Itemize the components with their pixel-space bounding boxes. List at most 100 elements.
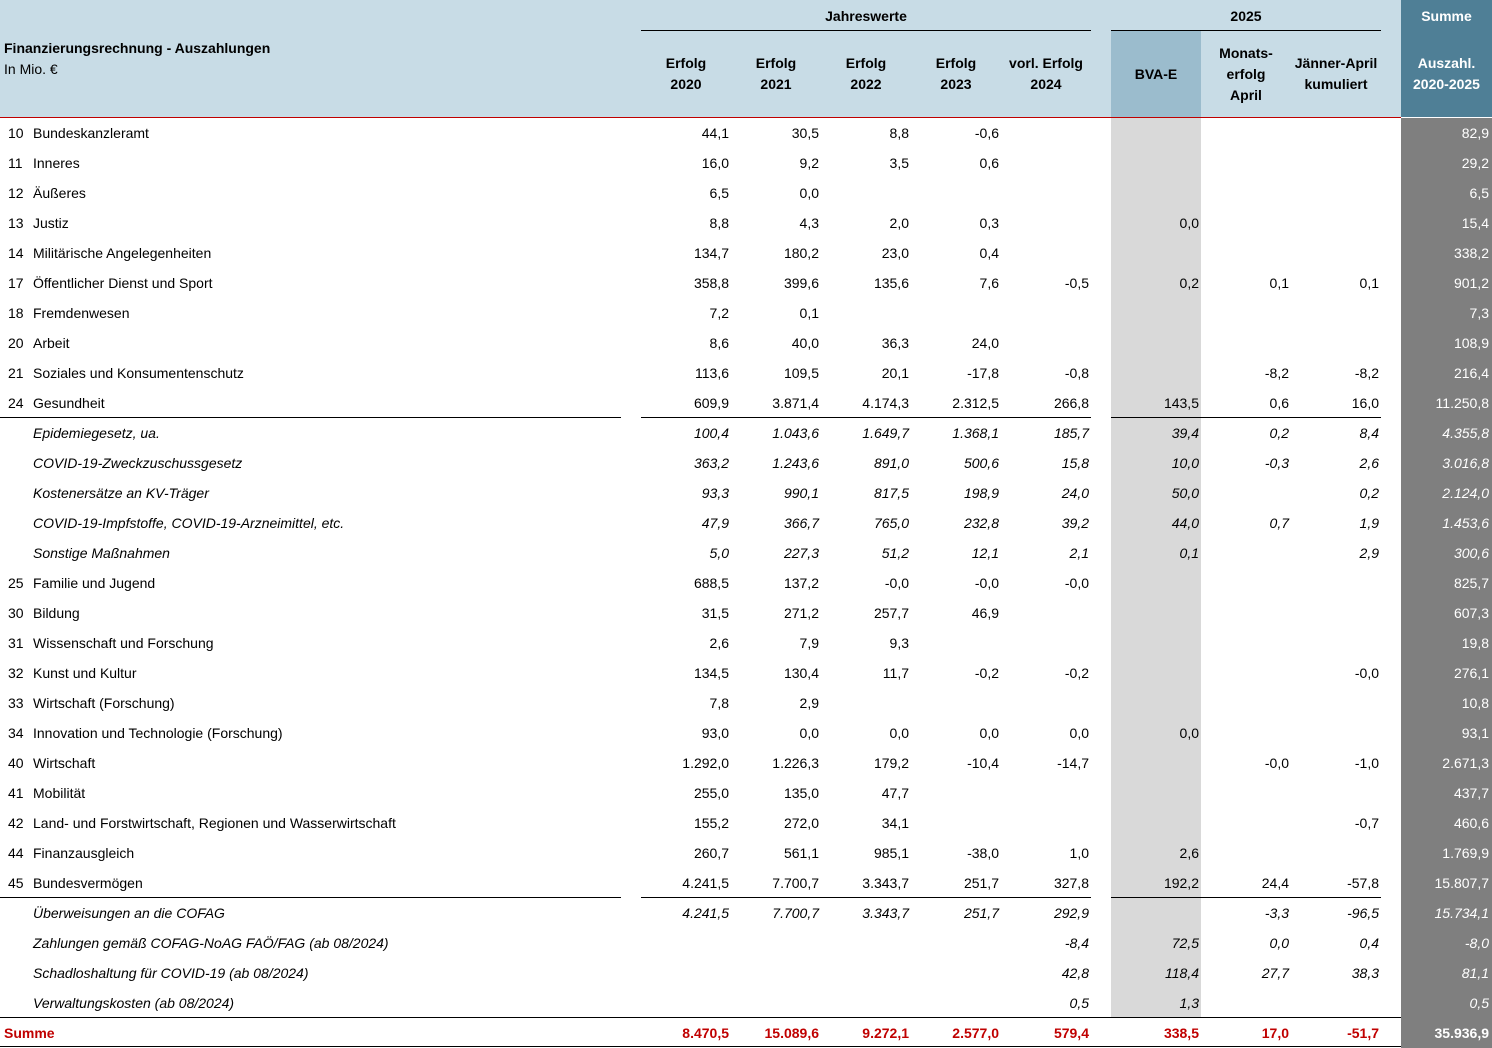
row-label: Wissenschaft und Forschung: [33, 635, 214, 651]
table-cell: 251,7: [963, 905, 999, 921]
table-cell: 11,7: [882, 665, 909, 681]
table-cell: 15,4: [1461, 215, 1489, 231]
sum-column-shading: [1401, 118, 1492, 1048]
table-cell: [1099, 658, 1199, 688]
group-header-jahreswerte: Jahreswerte: [825, 8, 907, 24]
table-cell: [809, 688, 909, 718]
row-separator: [0, 897, 621, 898]
table-cell: 12,1: [971, 545, 999, 561]
row-number: 18: [8, 305, 24, 321]
table-cell: [719, 928, 819, 958]
table-cell: [989, 208, 1089, 238]
table-cell: 990,1: [783, 485, 819, 501]
table-cell: 8,6: [709, 335, 729, 351]
table-cell: -0,0: [884, 575, 909, 591]
table-cell: 7,6: [979, 275, 999, 291]
row-label: Verwaltungskosten (ab 08/2024): [33, 995, 235, 1011]
table-cell: [1099, 628, 1199, 658]
table-cell: 3.343,7: [862, 875, 909, 891]
table-cell: -14,7: [1057, 755, 1089, 771]
table-cell: [719, 958, 819, 988]
table-cell: 40,0: [791, 335, 819, 351]
table-cell: [1279, 148, 1379, 178]
row-number: 32: [8, 665, 24, 681]
table-cell: [1279, 328, 1379, 358]
table-cell: 0,0: [799, 725, 819, 741]
row-label: Militärische Angelegenheiten: [33, 245, 212, 261]
table-cell: 0,1: [1269, 275, 1289, 291]
table-cell: 363,2: [693, 455, 729, 471]
table-cell: 51,2: [881, 545, 909, 561]
table-cell: -0,0: [1064, 575, 1089, 591]
table-cell: [809, 928, 909, 958]
row-separator: [0, 417, 621, 418]
table-cell: 0,0: [1269, 935, 1289, 951]
table-cell: -8,4: [1064, 935, 1089, 951]
row-number: 34: [8, 725, 24, 741]
table-cell: [809, 988, 909, 1018]
table-cell: 7.700,7: [772, 905, 819, 921]
table-cell: 255,0: [693, 785, 729, 801]
row-number: 42: [8, 815, 24, 831]
table-cell: 185,7: [1053, 425, 1089, 441]
table-cell: 27,7: [1261, 965, 1289, 981]
table-cell: 44,0: [1171, 515, 1199, 531]
table-cell: 0,3: [979, 215, 999, 231]
group-header-summe: Summe: [1421, 8, 1472, 24]
table-cell: [1189, 568, 1289, 598]
table-cell: [1099, 568, 1199, 598]
row-label: Soziales und Konsumentenschutz: [33, 365, 244, 381]
row-number: 30: [8, 605, 24, 621]
table-cell: [1279, 628, 1379, 658]
table-cell: [809, 958, 909, 988]
table-row: 18 Fremdenwesen 7,2 0,1 7,3: [0, 298, 1492, 328]
table-cell: [989, 118, 1089, 148]
table-cell: [1099, 688, 1199, 718]
table-cell: 579,4: [1053, 1025, 1089, 1041]
table-cell: [629, 958, 729, 988]
table-cell: 23,0: [881, 245, 909, 261]
table-cell: 8.470,5: [682, 1025, 729, 1041]
row-label: Sonstige Maßnahmen: [33, 545, 170, 561]
table-cell: [989, 298, 1089, 328]
table-cell: [1189, 988, 1289, 1018]
table-cell: -0,7: [1354, 815, 1379, 831]
table-cell: 276,1: [1453, 665, 1489, 681]
table-cell: [1279, 568, 1379, 598]
group-underline-jahreswerte: [641, 30, 1091, 31]
table-cell: 251,7: [963, 875, 999, 891]
table-cell: 271,2: [783, 605, 819, 621]
table-cell: [989, 628, 1089, 658]
table-row: 40 Wirtschaft 1.292,0 1.226,3 179,2 -10,4 -14,…: [0, 748, 1492, 778]
table-cell: 50,0: [1171, 485, 1199, 501]
table-cell: 7,9: [799, 635, 819, 651]
table-cell: [1279, 598, 1379, 628]
table-cell: -0,5: [1064, 275, 1089, 291]
table-cell: 16,0: [1351, 395, 1379, 411]
table-cell: 2,6: [709, 635, 729, 651]
table-cell: 0,1: [1179, 545, 1199, 561]
table-cell: -0,6: [974, 125, 999, 141]
row-label: Finanzausgleich: [33, 845, 135, 861]
table-cell: 272,0: [783, 815, 819, 831]
table-cell: 113,6: [695, 365, 729, 381]
row-label: Öffentlicher Dienst und Sport: [33, 275, 213, 291]
column-header: BVA-E: [1134, 66, 1178, 82]
table-cell: -0,0: [974, 575, 999, 591]
table-cell: 260,7: [693, 845, 729, 861]
group-underline-2025: [1111, 30, 1381, 31]
column-header: Erfolg 2022: [845, 55, 887, 92]
table-cell: 460,6: [1453, 815, 1489, 831]
table-cell: [989, 178, 1089, 208]
table-cell: 179,2: [873, 755, 909, 771]
table-cell: 1.368,1: [952, 425, 999, 441]
table-cell: 0,2: [1179, 275, 1199, 291]
table-cell: 1.769,9: [1442, 845, 1489, 861]
table-cell: 192,2: [1163, 875, 1199, 891]
table-cell: [989, 238, 1089, 268]
row-label: Kostenersätze an KV-Träger: [33, 485, 209, 501]
table-cell: 36,3: [881, 335, 909, 351]
table-cell: [1189, 238, 1289, 268]
row-number: 17: [8, 275, 24, 291]
column-header: Auszahl. 2020-2025: [1413, 55, 1480, 92]
